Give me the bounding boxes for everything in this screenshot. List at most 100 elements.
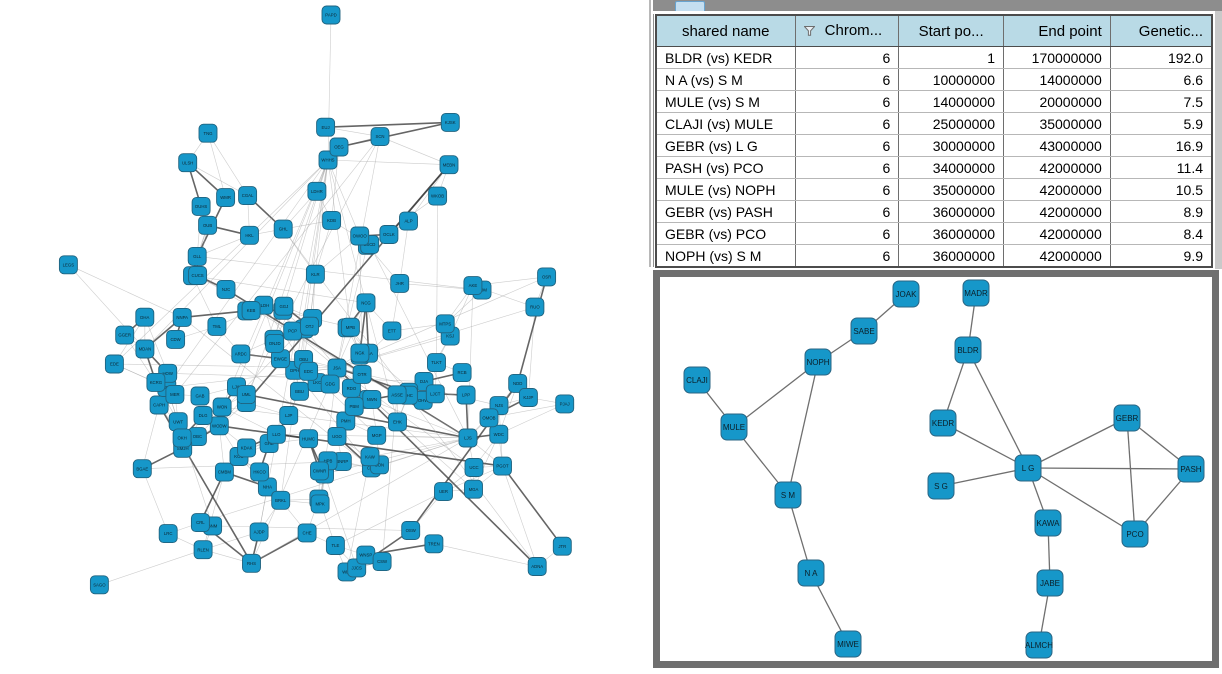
table-cell[interactable]: GEBR (vs) L G <box>656 135 795 157</box>
graph-node[interactable]: OCLK <box>380 226 398 244</box>
table-cell[interactable]: 20000000 <box>1003 91 1110 113</box>
table-cell[interactable]: 8.4 <box>1110 223 1212 245</box>
table-cell[interactable]: CLAJI (vs) MULE <box>656 113 795 135</box>
graph-node[interactable]: AKE <box>464 277 482 295</box>
table-cell[interactable]: 9.9 <box>1110 245 1212 268</box>
graph-node[interactable]: KDB <box>323 211 341 229</box>
table-cell[interactable]: 35000000 <box>1003 113 1110 135</box>
column-header-end-point[interactable]: End point <box>1003 15 1110 47</box>
graph-node[interactable]: MPK <box>311 495 329 513</box>
graph-edge[interactable] <box>518 277 547 384</box>
table-cell[interactable]: 16.9 <box>1110 135 1212 157</box>
table-cell[interactable]: 14000000 <box>1003 69 1110 91</box>
graph-edge[interactable] <box>208 133 226 197</box>
graph-edge[interactable] <box>503 466 563 546</box>
edge-LG-GEBR[interactable] <box>1028 418 1127 468</box>
graph-node[interactable]: CDW <box>167 330 185 348</box>
graph-node[interactable]: MPB <box>341 318 359 336</box>
node-JOAK[interactable]: JOAK <box>893 281 919 307</box>
graph-node[interactable]: BBU <box>291 382 309 400</box>
table-cell[interactable]: MULE (vs) S M <box>656 91 795 113</box>
graph-node[interactable]: GLL <box>188 247 206 265</box>
graph-node[interactable]: EUJ <box>317 118 335 136</box>
table-cell[interactable]: 42000000 <box>1003 157 1110 179</box>
graph-node[interactable]: CSW <box>373 553 391 571</box>
node-PASH[interactable]: PASH <box>1178 456 1204 482</box>
graph-node[interactable]: CMBM <box>215 463 233 481</box>
filter-funnel-icon[interactable] <box>804 23 815 40</box>
graph-node[interactable]: MER <box>166 385 184 403</box>
table-cell[interactable]: GEBR (vs) PCO <box>656 223 795 245</box>
graph-node[interactable]: OMOB <box>480 409 498 427</box>
graph-node[interactable]: CAPH <box>150 396 168 414</box>
table-cell[interactable]: 6 <box>795 91 899 113</box>
graph-node[interactable]: KEB <box>242 302 260 320</box>
node-SABE[interactable]: SABE <box>851 318 877 344</box>
table-cell[interactable]: 1 <box>899 47 1004 69</box>
graph-node[interactable]: WODW <box>210 417 228 435</box>
graph-node[interactable]: UCC <box>465 459 483 477</box>
graph-edge[interactable] <box>68 265 182 318</box>
table-cell[interactable]: 6 <box>795 47 899 69</box>
table-cell[interactable]: 6 <box>795 245 899 268</box>
graph-node[interactable]: NJC <box>217 280 235 298</box>
graph-edge[interactable] <box>328 15 331 160</box>
table-cell[interactable]: 35000000 <box>899 179 1004 201</box>
graph-node[interactable]: WON <box>213 398 231 416</box>
graph-node[interactable]: RCB <box>453 364 471 382</box>
graph-node[interactable]: PGOT <box>494 457 512 475</box>
table-cell[interactable]: 42000000 <box>1003 245 1110 268</box>
graph-node[interactable]: CWNR <box>311 462 329 480</box>
graph-edge[interactable] <box>142 469 168 534</box>
toolbar-tab[interactable] <box>675 1 705 11</box>
table-cell[interactable]: NOPH (vs) S M <box>656 245 795 268</box>
graph-node[interactable]: DHA <box>136 308 154 326</box>
graph-node[interactable]: UGO <box>328 427 346 445</box>
table-cell[interactable]: 36000000 <box>899 245 1004 268</box>
graph-node[interactable]: TLKT <box>428 354 446 372</box>
node-PCO[interactable]: PCO <box>1122 521 1148 547</box>
graph-node[interactable]: NCG <box>357 294 375 312</box>
table-cell[interactable]: 6 <box>795 135 899 157</box>
graph-node[interactable]: DLG <box>194 407 212 425</box>
table-cell[interactable]: 6 <box>795 69 899 91</box>
node-CLAJI[interactable]: CLAJI <box>684 367 710 393</box>
graph-node[interactable]: MGA <box>465 480 483 498</box>
graph-node[interactable]: ONJD <box>266 334 284 352</box>
graph-edge[interactable] <box>503 466 538 566</box>
node-LG[interactable]: L G <box>1015 455 1041 481</box>
graph-node[interactable]: NGK <box>351 344 369 362</box>
graph-node[interactable]: PBM <box>345 397 363 415</box>
column-header-start-point[interactable]: Start po... <box>899 15 1004 47</box>
graph-node[interactable]: CGAL <box>239 187 257 205</box>
graph-node[interactable]: OSR <box>538 268 556 286</box>
node-NOPH[interactable]: NOPH <box>805 349 831 375</box>
graph-node[interactable]: UWT <box>169 413 187 431</box>
graph-node[interactable]: HKL <box>241 226 259 244</box>
graph-node[interactable]: LJCT <box>426 385 444 403</box>
graph-node[interactable]: PJAJ <box>556 395 574 413</box>
table-cell[interactable]: 6 <box>795 201 899 223</box>
graph-edge[interactable] <box>99 550 203 585</box>
table-cell[interactable]: 192.0 <box>1110 47 1212 69</box>
node-MULE[interactable]: MULE <box>721 414 747 440</box>
graph-node[interactable]: GDG <box>321 375 339 393</box>
graph-node[interactable]: HKCO <box>251 463 269 481</box>
graph-node[interactable]: OWOO <box>351 227 369 245</box>
graph-node[interactable]: TNG <box>199 124 217 142</box>
node-NA[interactable]: N A <box>798 560 824 586</box>
column-header-shared-name[interactable]: shared name <box>656 15 795 47</box>
table-cell[interactable]: 6.6 <box>1110 69 1212 91</box>
graph-node[interactable]: LDHR <box>308 182 326 200</box>
graph-node[interactable]: TML <box>208 317 226 335</box>
graph-node[interactable]: GGER <box>116 326 134 344</box>
graph-node[interactable]: KJSK <box>441 113 459 131</box>
graph-node[interactable]: CRL <box>191 514 209 532</box>
graph-node[interactable]: ASSE <box>388 386 406 404</box>
graph-edge[interactable] <box>328 160 449 165</box>
graph-node[interactable]: KLR <box>306 265 324 283</box>
